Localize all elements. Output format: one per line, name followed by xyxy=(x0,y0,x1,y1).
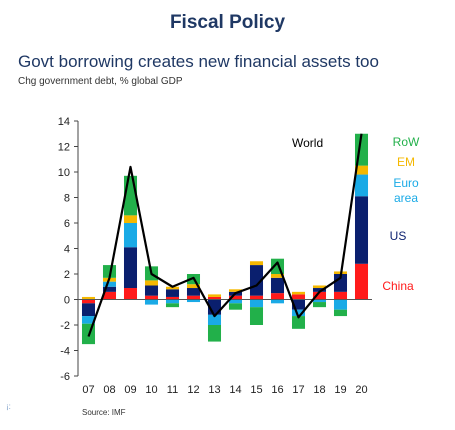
bar-segment-euro-area xyxy=(270,299,285,304)
x-tick-label: 20 xyxy=(355,384,367,396)
x-tick-label: 11 xyxy=(167,384,178,396)
x-tick-label: 17 xyxy=(292,384,304,396)
y-tick-label: 10 xyxy=(58,167,70,179)
x-tick-label: 18 xyxy=(313,384,325,396)
bar-segment-em xyxy=(186,284,201,289)
bar-segment-em xyxy=(207,294,222,297)
bar-segment-china xyxy=(333,291,348,300)
bar-segment-euro-area xyxy=(123,223,138,248)
bar-segment-euro-area xyxy=(102,281,117,287)
bar-segment-china xyxy=(81,299,96,304)
x-tick-label: 14 xyxy=(229,384,241,396)
bar-segment-china xyxy=(165,296,180,300)
bar-segment-us xyxy=(81,303,96,317)
bar-segment-us xyxy=(270,277,285,294)
bar-segment-row xyxy=(207,325,222,342)
bar-segment-china xyxy=(249,295,264,300)
bar-segment-em xyxy=(354,165,369,175)
legend-label-us: US xyxy=(390,229,407,243)
bar-segment-em xyxy=(291,291,306,295)
bar-segment-em xyxy=(312,285,327,289)
bar-segment-em xyxy=(81,296,96,300)
x-tick-label: 12 xyxy=(187,384,199,396)
bar-segment-euro-area xyxy=(207,314,222,325)
bar-segment-china xyxy=(207,296,222,300)
x-tick-label: 19 xyxy=(334,384,346,396)
x-tick-label: 13 xyxy=(208,384,220,396)
y-tick-label: 2 xyxy=(64,269,70,281)
y-tick-label: 6 xyxy=(64,218,70,230)
bar-segment-us xyxy=(312,288,327,292)
bar-segment-us xyxy=(165,289,180,297)
legend-label-china: China xyxy=(382,279,414,293)
bar-segment-euro-area xyxy=(312,299,327,303)
bar-segment-euro-area xyxy=(165,299,180,304)
bar-segment-em xyxy=(249,261,264,266)
x-tick-label: 09 xyxy=(124,384,136,396)
bar-segment-us xyxy=(186,288,201,296)
chart-title: Fiscal Policy xyxy=(169,12,286,33)
bar-segment-em xyxy=(144,280,159,286)
bar-segment-china xyxy=(270,293,285,300)
legend-label-euro-area: Euro area xyxy=(393,176,419,205)
bar-segment-euro-area xyxy=(333,299,348,310)
world-line xyxy=(87,133,363,337)
bar-segment-em xyxy=(270,274,285,278)
units-label: Chg government debt, % global GDP xyxy=(18,76,183,87)
bar-segment-euro-area xyxy=(249,299,264,308)
bar-segment-row xyxy=(312,302,327,308)
bar-segment-euro-area xyxy=(354,174,369,197)
x-tick-label: 08 xyxy=(103,384,115,396)
bar-segment-euro-area xyxy=(81,316,96,324)
bar-segment-em xyxy=(123,215,138,223)
bar-segment-china xyxy=(312,291,327,300)
bar-segment-row xyxy=(249,307,264,325)
x-tick-label: 15 xyxy=(250,384,262,396)
legend-label-world: World xyxy=(292,136,323,150)
bar-segment-us xyxy=(144,285,159,296)
y-tick-label: -4 xyxy=(60,346,70,358)
x-tick-label: 10 xyxy=(145,384,157,396)
y-tick-label: -2 xyxy=(60,320,70,332)
bar-segment-china xyxy=(291,294,306,300)
y-tick-label: 0 xyxy=(64,295,70,307)
bar-segment-row xyxy=(165,303,180,308)
bar-segment-euro-area xyxy=(291,309,306,317)
bar-segment-euro-area xyxy=(186,299,201,303)
bar-segment-china xyxy=(123,288,138,300)
bar-segment-us xyxy=(354,196,369,264)
bar-segment-em xyxy=(165,286,180,290)
bar-segment-china xyxy=(102,291,117,300)
bar-segment-us xyxy=(291,299,306,310)
bar-segment-row xyxy=(228,303,243,310)
bar-segment-row xyxy=(102,265,117,278)
source-note: Source: IMF xyxy=(82,408,126,417)
x-tick-label: 07 xyxy=(82,384,94,396)
y-tick-label: 12 xyxy=(58,142,70,154)
y-tick-label: -6 xyxy=(60,371,70,383)
bar-segment-china xyxy=(144,295,159,300)
bar-segment-em xyxy=(228,289,243,292)
bar-segment-euro-area xyxy=(228,299,243,304)
corner-mark: ¡: xyxy=(6,402,11,411)
bar-segment-row xyxy=(291,316,306,329)
chart-subtitle: Govt borrowing creates new financial ass… xyxy=(18,52,379,71)
bar-segment-euro-area xyxy=(144,299,159,305)
bar-segment-us xyxy=(333,274,348,292)
y-tick-label: 4 xyxy=(64,244,70,256)
bar-segment-us xyxy=(249,265,264,296)
bar-segment-us xyxy=(123,247,138,289)
legend-label-row: RoW xyxy=(393,135,420,149)
legend-label-em: EM xyxy=(397,155,415,169)
bar-segment-row xyxy=(333,309,348,317)
y-tick-label: 14 xyxy=(58,116,70,128)
x-tick-label: 16 xyxy=(271,384,283,396)
bar-segment-china xyxy=(228,295,243,300)
bar-segment-china xyxy=(186,295,201,300)
bar-segment-us xyxy=(102,286,117,292)
bar-segment-china xyxy=(354,263,369,300)
y-tick-label: 8 xyxy=(64,193,70,205)
